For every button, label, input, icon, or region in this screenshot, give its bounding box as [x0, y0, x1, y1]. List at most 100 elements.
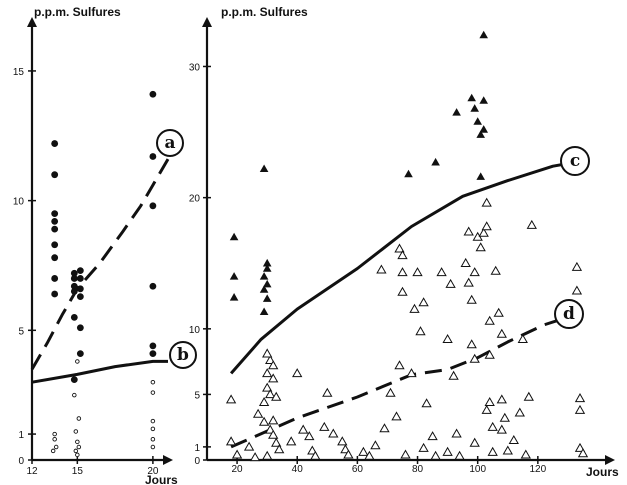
data-point-filled-circle — [76, 293, 84, 300]
data-point-filled-circle — [51, 241, 59, 249]
data-point-open-triangle — [265, 354, 276, 364]
data-point-open-triangle — [442, 333, 453, 343]
left-y-tick-label: 0 — [18, 456, 24, 467]
data-point-open-triangle — [397, 250, 408, 260]
right-y-tick-label: 10 — [189, 325, 201, 336]
data-point-open-circle — [75, 359, 80, 364]
data-point-filled-circle — [149, 282, 157, 290]
data-point-open-triangle — [268, 373, 279, 383]
data-point-filled-circle — [149, 153, 157, 160]
curve-b-label: b — [177, 345, 189, 365]
data-point-open-triangle — [225, 394, 237, 404]
data-point-open-triangle — [328, 428, 339, 438]
data-point-open-triangle — [252, 408, 264, 418]
data-point-filled-triangle — [479, 30, 488, 39]
right-y-tick-label: 1 — [194, 443, 200, 454]
data-point-open-triangle — [481, 197, 492, 207]
right-x-tick-label: 20 — [232, 464, 244, 475]
data-point-filled-triangle — [262, 264, 272, 272]
right-y-tick-label: 5 — [194, 390, 200, 401]
curve-d-label: d — [563, 304, 575, 324]
curve-b-label-circle — [169, 341, 197, 369]
data-point-open-triangle — [484, 315, 495, 325]
data-point-open-triangle — [397, 286, 408, 296]
data-point-open-triangle — [487, 446, 498, 456]
data-point-filled-triangle — [404, 169, 413, 178]
data-point-filled-triangle — [470, 104, 479, 112]
data-point-filled-triangle — [259, 272, 269, 280]
data-point-open-triangle — [249, 452, 261, 462]
data-point-open-triangle — [514, 407, 525, 417]
left-y-tick-label: 1 — [18, 430, 24, 441]
data-point-open-circle — [73, 448, 79, 454]
curve-b — [31, 359, 168, 384]
data-point-open-triangle — [258, 416, 270, 426]
data-point-open-triangle — [466, 294, 477, 304]
data-point-filled-circle — [70, 376, 78, 383]
data-point-open-triangle — [271, 437, 282, 447]
curve-a-label-circle — [156, 129, 184, 157]
data-point-filled-triangle — [479, 125, 488, 133]
data-point-filled-circle — [76, 267, 84, 275]
data-point-open-triangle — [268, 429, 279, 439]
data-point-filled-circle — [149, 90, 157, 98]
data-point-filled-circle — [149, 350, 157, 358]
data-point-open-triangle — [493, 307, 504, 317]
data-point-filled-circle — [70, 282, 78, 290]
data-point-open-triangle — [262, 450, 273, 460]
data-point-open-circle — [50, 448, 56, 454]
right-x-tick-label: 120 — [530, 464, 547, 475]
right-y-axis-label: p.p.m. Sulfures — [221, 5, 308, 19]
data-point-open-triangle — [469, 353, 480, 363]
data-point-open-triangle — [225, 436, 237, 446]
data-point-filled-circle — [51, 140, 59, 147]
curve-c-label: c — [570, 151, 580, 171]
data-point-filled-circle — [70, 275, 78, 282]
data-point-filled-triangle — [259, 285, 269, 293]
data-point-open-circle — [75, 452, 80, 458]
left-y-tick-label: 15 — [13, 67, 25, 78]
data-point-open-triangle — [571, 261, 583, 271]
data-point-open-triangle — [571, 285, 583, 295]
data-point-filled-circle — [76, 275, 84, 282]
data-point-open-triangle — [469, 267, 480, 277]
data-point-open-triangle — [286, 436, 297, 446]
data-point-open-triangle — [358, 446, 369, 456]
data-point-filled-triangle — [476, 172, 485, 180]
data-point-open-circle — [52, 431, 57, 437]
data-point-open-circle — [150, 444, 156, 450]
right-x-axis-label: Jours — [586, 465, 619, 479]
curve-a-label: a — [164, 133, 175, 153]
data-point-filled-circle — [70, 313, 78, 321]
data-point-filled-circle — [70, 288, 78, 295]
data-point-open-triangle — [268, 415, 279, 425]
data-point-filled-triangle — [467, 93, 476, 102]
left-x-tick-label: 12 — [26, 466, 38, 477]
data-point-open-triangle — [574, 404, 586, 414]
data-point-open-triangle — [517, 333, 528, 343]
data-point-open-circle — [75, 439, 80, 445]
data-point-open-triangle — [319, 421, 330, 431]
data-point-open-triangle — [484, 396, 495, 406]
data-point-filled-circle — [51, 254, 59, 262]
left-x-tick-label: 15 — [72, 466, 84, 477]
data-point-filled-triangle — [473, 117, 482, 125]
data-point-filled-circle — [76, 324, 84, 332]
right-x-tick-label: 100 — [469, 464, 486, 475]
data-point-filled-triangle — [259, 307, 269, 315]
data-point-open-triangle — [496, 328, 507, 338]
data-point-open-triangle — [391, 411, 402, 421]
data-point-open-triangle — [364, 450, 375, 460]
data-point-open-triangle — [469, 437, 480, 447]
data-point-filled-circle — [51, 225, 59, 233]
data-point-open-triangle — [243, 441, 255, 451]
data-point-filled-triangle — [229, 232, 239, 241]
data-point-open-triangle — [481, 404, 492, 414]
left-y-axis-label: p.p.m. Sulfures — [34, 5, 121, 19]
data-point-open-circle — [52, 437, 57, 442]
data-point-filled-circle — [51, 210, 59, 217]
data-point-filled-circle — [76, 285, 84, 293]
left-y-tick-label: 10 — [13, 197, 25, 208]
data-point-open-triangle — [484, 349, 495, 359]
